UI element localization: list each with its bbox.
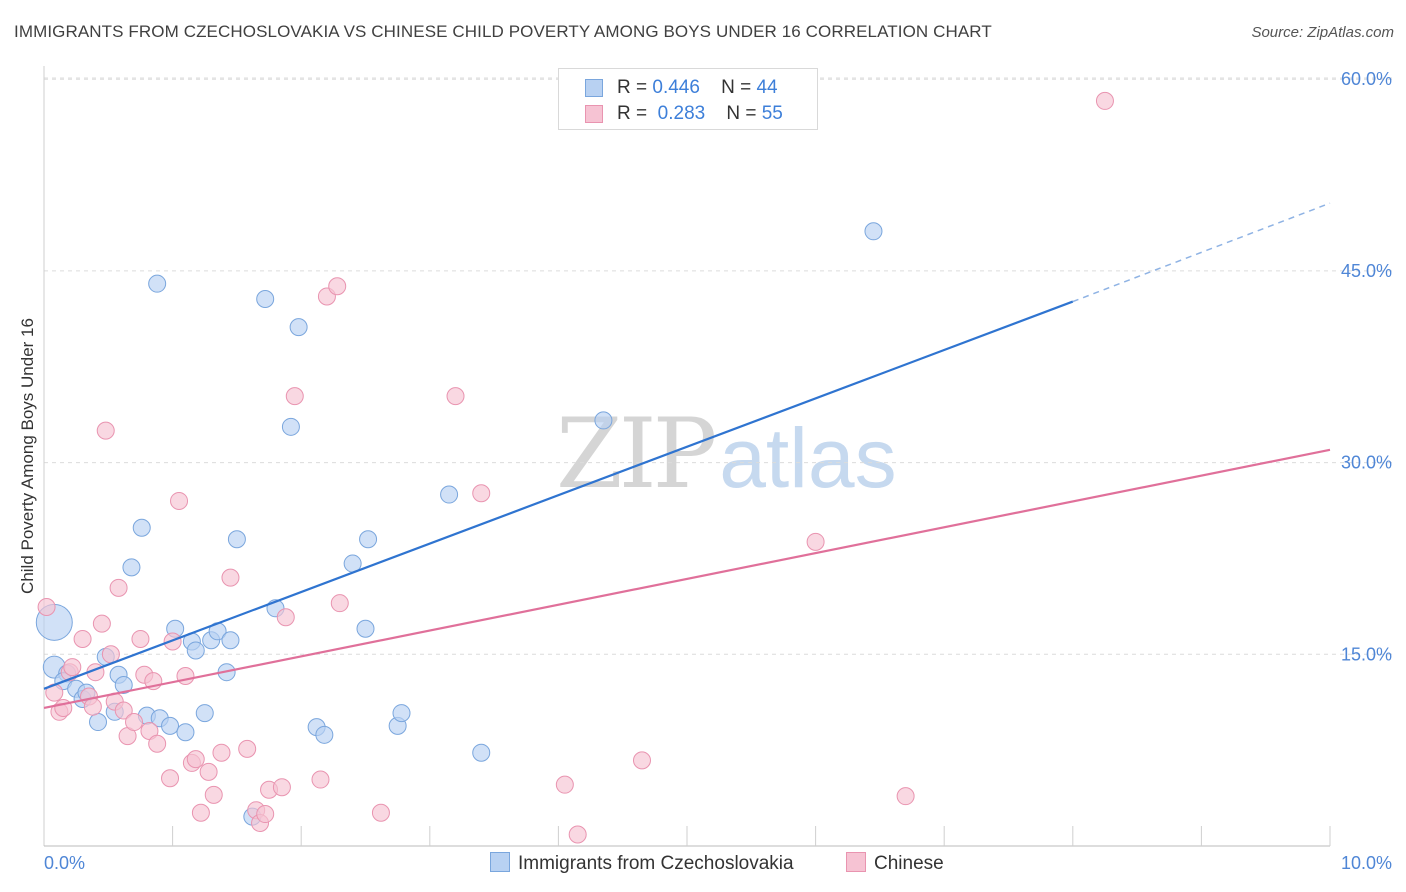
chinese-point xyxy=(238,739,257,758)
legend-text-blue: R = 0.446 N = 44 xyxy=(617,77,778,99)
chinese-point xyxy=(328,277,347,296)
chinese-point xyxy=(371,803,390,822)
legend-n-value: 55 xyxy=(761,103,783,124)
czechoslovakia-point xyxy=(440,485,459,504)
watermark-atlas: atlas xyxy=(719,411,897,505)
bottom-legend-czechoslovakia: Immigrants from Czechoslovakia xyxy=(490,852,794,875)
czechoslovakia-point xyxy=(195,704,214,723)
chinese-point xyxy=(212,743,231,762)
chinese-point xyxy=(555,775,574,794)
chinese-point xyxy=(311,770,330,789)
chinese-point xyxy=(221,568,240,587)
czechoslovakia-point xyxy=(256,290,275,309)
watermark: ZIPatlas xyxy=(556,398,897,510)
bottom-legend-swatch-pink xyxy=(846,852,866,872)
czechoslovakia-point xyxy=(122,558,141,577)
x-tick-label: 0.0% xyxy=(44,853,85,873)
bottom-legend-label: Immigrants from Czechoslovakia xyxy=(518,853,794,874)
chinese-point xyxy=(73,629,92,648)
chinese-point xyxy=(199,762,218,781)
legend-n-label: N = xyxy=(721,77,752,98)
legend-r-value: 0.283 xyxy=(657,103,706,124)
chinese-point xyxy=(276,608,295,627)
chinese-point xyxy=(330,594,349,613)
y-axis-label: Child Poverty Among Boys Under 16 xyxy=(18,318,37,594)
legend-n-value: 44 xyxy=(756,77,778,98)
czechoslovakia-point xyxy=(221,631,240,650)
czechoslovakia-point xyxy=(594,411,613,430)
chinese-point xyxy=(186,750,205,769)
chinese-point xyxy=(37,598,56,617)
y-tick-label: 45.0% xyxy=(1341,261,1392,281)
chinese-trend-line xyxy=(43,448,1331,710)
chinese-point xyxy=(83,697,102,716)
czechoslovakia-point xyxy=(132,518,151,537)
czechoslovakia-trend-extension xyxy=(1072,202,1331,303)
chinese-point xyxy=(148,734,167,753)
czechoslovakia-point xyxy=(864,222,883,241)
chinese-point xyxy=(191,803,210,822)
legend-r-label: R = xyxy=(617,77,648,98)
legend-swatch-blue xyxy=(585,79,603,97)
chinese-point xyxy=(63,658,82,677)
chinese-point xyxy=(204,785,223,804)
chinese-point xyxy=(125,713,144,732)
chinese-point xyxy=(632,751,651,770)
czechoslovakia-point xyxy=(176,723,195,742)
chinese-point xyxy=(92,614,111,633)
chinese-point xyxy=(170,491,189,510)
czechoslovakia-point xyxy=(148,274,167,293)
czechoslovakia-point xyxy=(392,704,411,723)
legend-swatch-pink xyxy=(585,105,603,123)
legend-n-label: N = xyxy=(726,103,757,124)
chinese-point xyxy=(176,667,195,686)
legend-r-label: R = xyxy=(617,103,648,124)
legend-text-pink: R = 0.283 N = 55 xyxy=(617,103,783,125)
y-tick-label: 15.0% xyxy=(1341,644,1392,664)
watermark-zip: ZIP xyxy=(556,398,717,510)
czechoslovakia-point xyxy=(161,716,180,735)
czechoslovakia-point xyxy=(227,530,246,549)
bottom-legend-swatch-blue xyxy=(490,852,510,872)
chinese-point xyxy=(161,769,180,788)
chinese-point xyxy=(285,387,304,406)
chinese-point xyxy=(806,532,825,551)
chinese-point xyxy=(568,825,587,844)
chinese-point xyxy=(896,787,915,806)
chinese-point xyxy=(472,484,491,503)
y-tick-label: 60.0% xyxy=(1341,69,1392,89)
czechoslovakia-point xyxy=(114,675,133,694)
x-tick-label: 10.0% xyxy=(1341,853,1392,873)
czechoslovakia-point xyxy=(289,318,308,337)
chinese-point xyxy=(446,387,465,406)
czechoslovakia-point xyxy=(281,417,300,436)
czechoslovakia-trend-line xyxy=(43,300,1074,690)
y-tick-label: 30.0% xyxy=(1341,453,1392,473)
legend-r-value: 0.446 xyxy=(652,77,700,98)
chinese-point xyxy=(109,578,128,597)
czechoslovakia-point xyxy=(472,743,491,762)
chinese-point xyxy=(1095,91,1114,110)
source-credit: Source: ZipAtlas.com xyxy=(1251,24,1394,41)
bottom-legend-label: Chinese xyxy=(874,853,944,874)
czechoslovakia-point xyxy=(89,713,108,732)
czechoslovakia-point xyxy=(356,619,375,638)
chinese-point xyxy=(96,421,115,440)
chart-title: IMMIGRANTS FROM CZECHOSLOVAKIA VS CHINES… xyxy=(14,22,992,41)
chinese-point xyxy=(272,778,291,797)
bottom-legend-chinese: Chinese xyxy=(846,852,944,875)
czechoslovakia-point xyxy=(359,530,378,549)
chinese-point xyxy=(114,701,133,720)
czechoslovakia-point xyxy=(186,641,205,660)
chinese-point xyxy=(131,629,150,648)
chinese-point xyxy=(256,805,275,824)
czechoslovakia-point xyxy=(315,725,334,744)
correlation-legend: R = 0.446 N = 44 R = 0.283 N = 55 xyxy=(558,68,818,130)
